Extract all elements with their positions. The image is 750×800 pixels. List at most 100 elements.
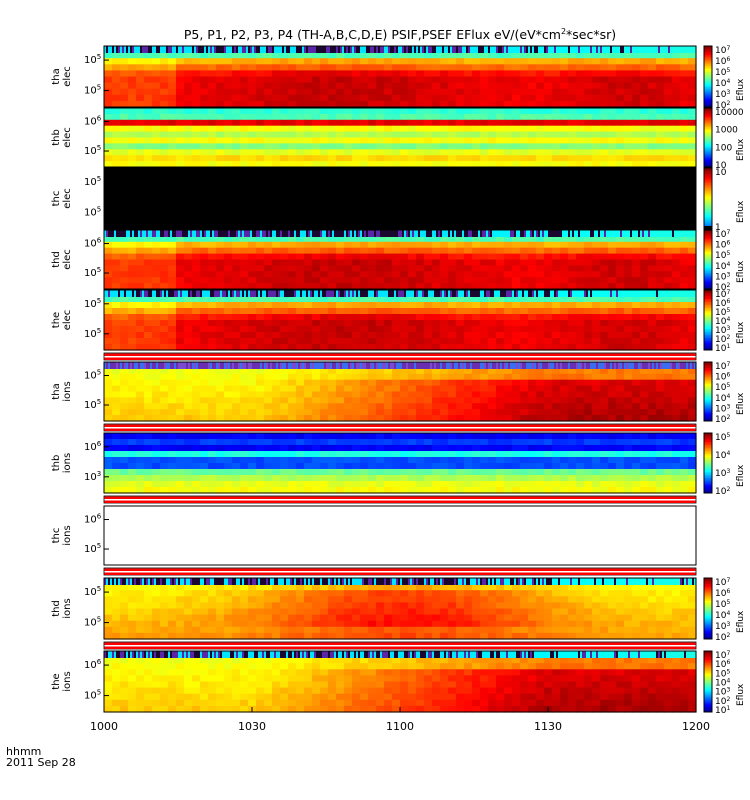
- heat-cell: [280, 397, 289, 404]
- heat-cell: [416, 332, 425, 339]
- heat-cell: [384, 58, 393, 65]
- stripe-bar: [368, 46, 370, 53]
- heat-cell: [248, 385, 257, 393]
- heat-cell: [152, 379, 161, 387]
- colorbar-cell: [704, 232, 712, 235]
- heat-cell: [240, 88, 249, 96]
- colorbar-cell: [704, 55, 712, 58]
- stripe-bar: [162, 290, 164, 297]
- heat-cell: [208, 332, 217, 339]
- stripe-bar: [402, 230, 404, 237]
- heat-cell: [184, 385, 193, 393]
- colorbar-cell: [704, 144, 712, 147]
- stripe-bar: [140, 290, 142, 297]
- heat-cell: [616, 149, 625, 156]
- stripe-bar: [266, 290, 268, 297]
- heat-cell: [192, 326, 201, 333]
- heat-cell: [656, 385, 665, 393]
- heat-cell: [488, 302, 497, 309]
- stripe-bar: [458, 290, 460, 297]
- stripe-bar: [578, 46, 580, 53]
- heat-cell: [224, 367, 233, 375]
- colorbar-cell: [704, 315, 712, 318]
- heat-cell: [592, 70, 601, 78]
- heat-cell: [608, 314, 617, 321]
- stripe-bar: [184, 290, 186, 297]
- stripe-bar: [264, 230, 266, 237]
- heat-cell: [640, 235, 649, 243]
- heat-cell: [376, 277, 385, 284]
- heat-cell: [496, 161, 505, 168]
- heat-cell: [104, 137, 113, 144]
- stripe-bar: [110, 46, 112, 53]
- stripe-bar: [192, 230, 194, 237]
- stripe-bar: [384, 230, 386, 237]
- heat-cell: [288, 143, 297, 150]
- stripe-bar: [134, 46, 136, 53]
- stripe-bar: [420, 46, 422, 53]
- heat-cell: [520, 235, 529, 243]
- stripe-bar: [638, 230, 640, 237]
- heat-cell: [176, 403, 185, 410]
- heat-cell: [176, 367, 185, 375]
- heat-cell: [672, 108, 681, 115]
- heat-cell: [440, 259, 449, 266]
- stripe-bar: [548, 230, 550, 237]
- heat-cell: [456, 247, 465, 255]
- heat-cell: [400, 265, 409, 272]
- heat-cell: [200, 108, 209, 115]
- heat-cell: [376, 155, 385, 162]
- heat-cell: [208, 397, 217, 404]
- heat-cell: [600, 137, 609, 144]
- heat-cell: [672, 155, 681, 162]
- heat-cell: [216, 100, 225, 108]
- stripe-bar: [504, 290, 506, 297]
- stripe-bar: [172, 362, 174, 369]
- heat-cell: [448, 235, 457, 243]
- stripe-bar: [142, 290, 144, 297]
- stripe-bar: [138, 230, 140, 237]
- heat-cell: [456, 125, 465, 133]
- heat-cell: [464, 415, 473, 422]
- stripe-bar: [498, 230, 500, 237]
- heat-cell: [576, 125, 585, 133]
- heat-cell: [264, 125, 273, 133]
- heat-cell: [592, 385, 601, 393]
- heat-cell: [424, 58, 433, 65]
- heat-cell: [248, 373, 257, 381]
- colorbar-cell: [704, 153, 712, 156]
- stripe-bar: [556, 46, 558, 53]
- stripe-bar: [226, 46, 228, 53]
- stripe-bar: [434, 290, 436, 297]
- heat-cell: [232, 108, 241, 115]
- heat-cell: [320, 385, 329, 393]
- heat-cell: [384, 88, 393, 96]
- heat-cell: [360, 108, 369, 115]
- heat-cell: [360, 277, 369, 284]
- heat-cell: [208, 155, 217, 162]
- heat-cell: [160, 125, 169, 133]
- heat-cell: [152, 409, 161, 416]
- stripe-bar: [524, 290, 526, 297]
- heat-cell: [104, 367, 113, 375]
- stripe-bar: [550, 46, 552, 53]
- heat-cell: [240, 302, 249, 309]
- heat-cell: [672, 265, 681, 272]
- heat-cell: [312, 391, 321, 398]
- stripe-bar: [128, 290, 130, 297]
- heat-cell: [240, 125, 249, 133]
- heat-cell: [560, 308, 569, 315]
- stripe-bar: [574, 46, 576, 53]
- heat-cell: [496, 52, 505, 59]
- stripe-bar: [152, 362, 154, 369]
- heat-cell: [680, 326, 689, 333]
- heat-cell: [440, 94, 449, 102]
- heat-cell: [128, 344, 137, 351]
- heat-cell: [320, 259, 329, 266]
- heat-cell: [192, 235, 201, 243]
- colorbar-tick-label: 104: [715, 316, 730, 327]
- heat-cell: [232, 265, 241, 272]
- stripe-bar: [450, 46, 452, 53]
- stripe-bar: [504, 230, 506, 237]
- heat-cell: [560, 277, 569, 284]
